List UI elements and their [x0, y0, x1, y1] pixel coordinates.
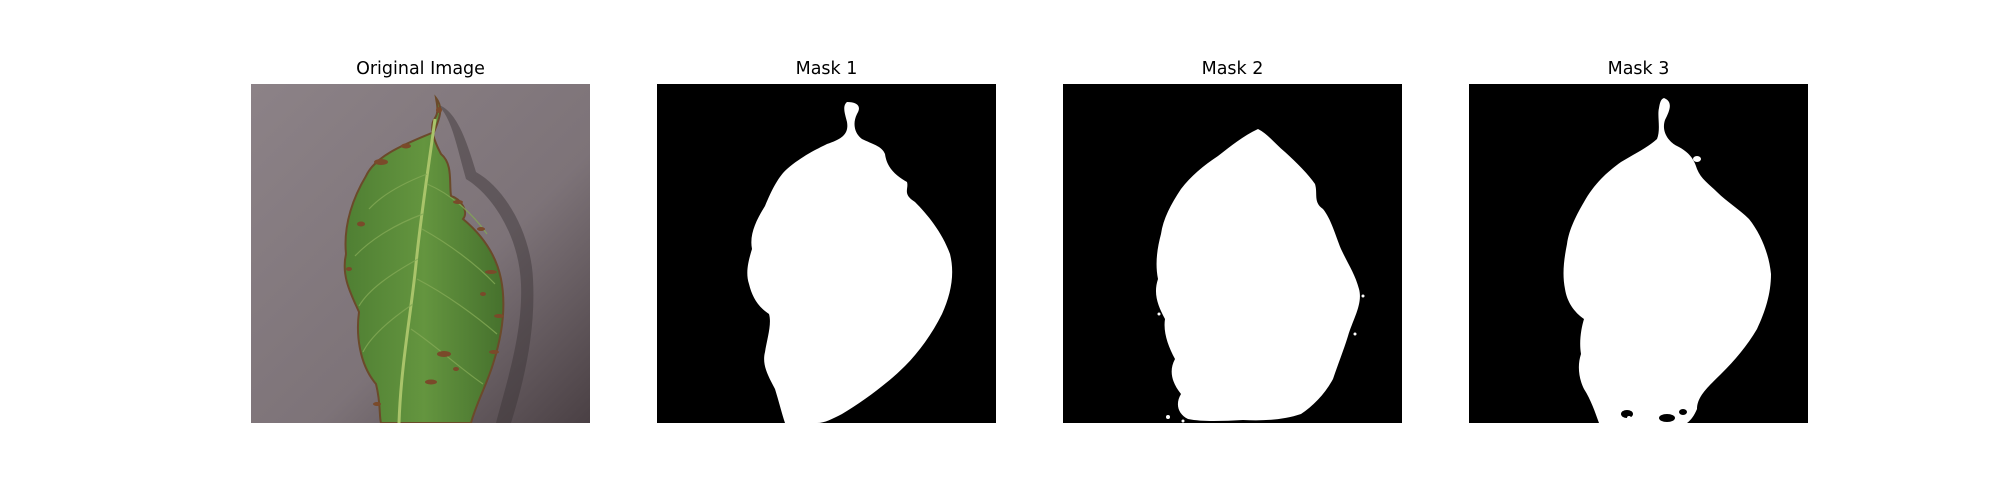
panel-title: Mask 1	[795, 59, 858, 79]
mask-1-image	[657, 84, 996, 423]
mask-2-image	[1063, 84, 1402, 423]
panel-original-image: Original Image	[251, 57, 590, 423]
mask-foreground	[1155, 129, 1360, 421]
mask-3-image	[1469, 84, 1808, 423]
leaf-blade	[343, 94, 505, 423]
segmentation-mask	[1063, 84, 1402, 423]
panel-mask-2: Mask 2	[1063, 57, 1402, 423]
segmentation-mask	[1469, 84, 1808, 423]
panel-title: Original Image	[356, 59, 485, 79]
leaf-lesions	[346, 107, 504, 406]
leaf-midrib	[397, 118, 437, 423]
panel-mask-3: Mask 3	[1469, 57, 1808, 423]
mask-foreground	[1563, 98, 1771, 423]
panel-mask-1: Mask 1	[657, 57, 996, 423]
panel-title: Mask 3	[1607, 59, 1670, 79]
mask-speckles	[1157, 294, 1365, 423]
panel-title: Mask 2	[1201, 59, 1264, 79]
mask-holes	[1621, 409, 1687, 422]
mask-speckles	[1627, 156, 1724, 420]
leaf-photo	[251, 84, 590, 423]
segmentation-mask	[657, 84, 996, 423]
mask-foreground	[747, 102, 953, 423]
original-leaf-image	[251, 84, 590, 423]
